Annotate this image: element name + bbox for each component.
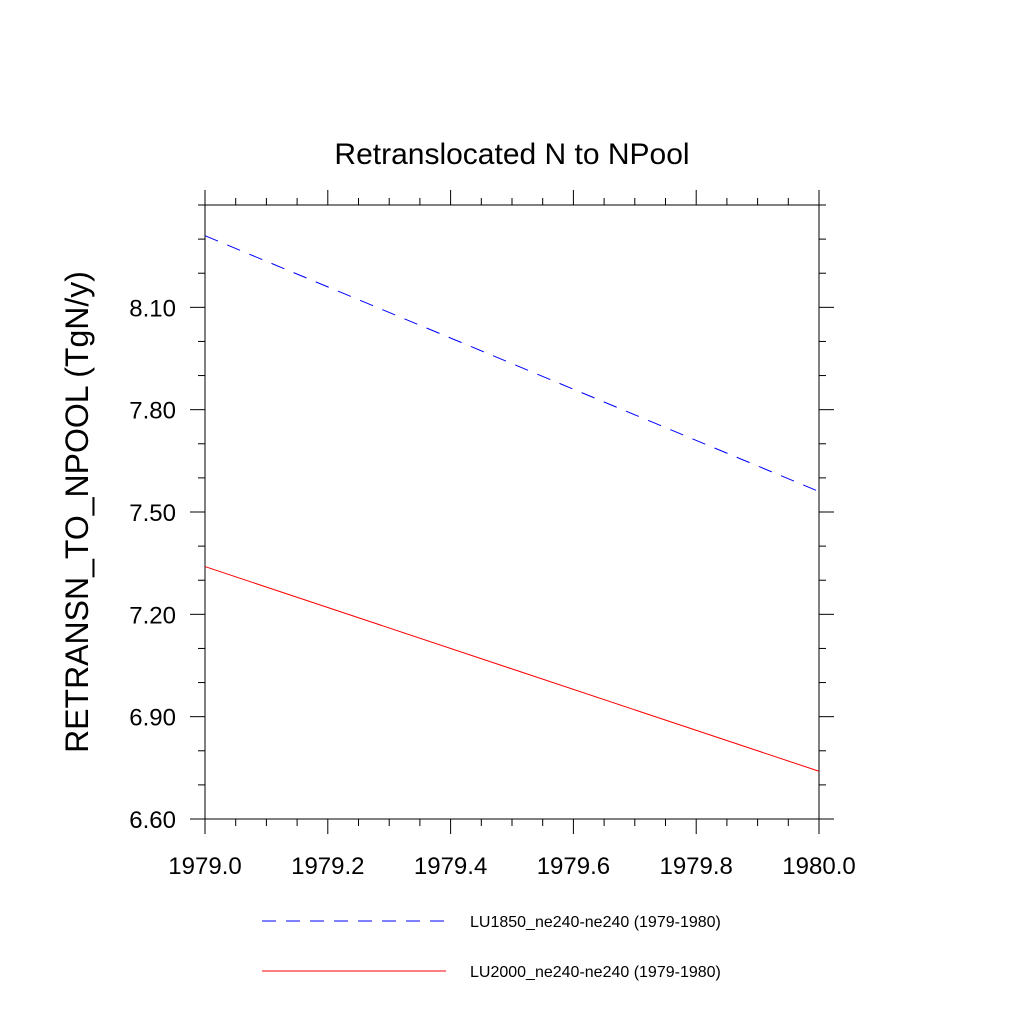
legend: LU1850_ne240-ne240 (1979-1980) LU2000_ne2… [262, 914, 721, 981]
x-tick-label: 1979.4 [414, 853, 487, 880]
series-lines [204, 235, 820, 772]
x-tick-label: 1979.8 [659, 853, 732, 880]
y-axis-label: RETRANSN_TO_NPOOL (TgN/y) [59, 271, 95, 753]
chart-title: Retranslocated N to NPool [334, 138, 689, 171]
x-tick-label: 1979.6 [537, 853, 610, 880]
y-tick-label: 6.90 [129, 705, 176, 732]
x-tick-label: 1979.0 [168, 853, 241, 880]
y-tick-label: 7.20 [129, 602, 176, 629]
y-tick-labels: 6.60 6.90 7.20 7.50 7.80 8.10 [129, 295, 176, 834]
series-line-1 [204, 235, 820, 492]
legend-label-2: LU2000_ne240-ne240 (1979-1980) [470, 964, 721, 981]
axis-ticks [190, 190, 834, 834]
y-tick-label: 8.10 [129, 295, 176, 322]
x-tick-label: 1979.2 [291, 853, 364, 880]
y-tick-label: 7.50 [129, 500, 176, 527]
plot-frame [204, 204, 820, 820]
y-tick-label: 6.60 [129, 807, 176, 834]
x-tick-label: 1980.0 [782, 853, 855, 880]
y-tick-label: 7.80 [129, 398, 176, 425]
legend-label-1: LU1850_ne240-ne240 (1979-1980) [470, 914, 721, 931]
series-line-2 [204, 566, 820, 772]
x-tick-labels: 1979.0 1979.2 1979.4 1979.6 1979.8 1980.0 [168, 853, 855, 880]
